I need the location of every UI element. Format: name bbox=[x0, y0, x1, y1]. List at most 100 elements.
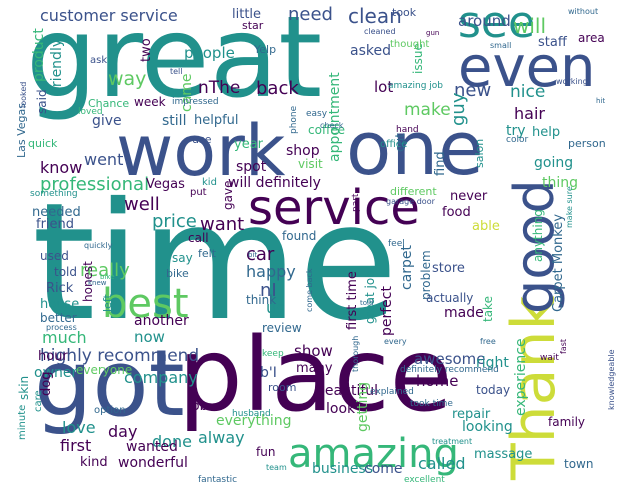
word-much: much bbox=[42, 328, 87, 347]
word-felt: felt bbox=[198, 247, 217, 260]
word-phone: phone bbox=[289, 105, 299, 134]
word-product: product bbox=[31, 28, 47, 82]
word-working: working bbox=[556, 77, 588, 86]
word-make-sure: make sure bbox=[565, 186, 574, 228]
word-small: small bbox=[490, 41, 512, 50]
word-now: now bbox=[134, 328, 165, 346]
word-loved: loved bbox=[78, 107, 103, 117]
word-happy: happy bbox=[246, 262, 296, 281]
word-treatment: treatment bbox=[432, 437, 473, 446]
word-look: look bbox=[326, 401, 356, 417]
word-chance: Chance bbox=[88, 97, 130, 110]
word-color: color bbox=[506, 135, 529, 145]
word-different: different bbox=[390, 185, 437, 198]
word-beautiful: beautiful bbox=[316, 383, 379, 399]
word-fast: fast bbox=[559, 338, 568, 354]
word-excellent: excellent bbox=[404, 475, 445, 485]
word-job: job bbox=[188, 399, 208, 414]
word-quickly: quickly bbox=[84, 241, 113, 250]
word-garage-door: garage door bbox=[386, 197, 435, 206]
word-skin: skin bbox=[17, 375, 31, 400]
word-take: take bbox=[481, 296, 495, 322]
word-little: little bbox=[232, 7, 262, 22]
word-professional: professional bbox=[40, 174, 150, 195]
word-thought: thought bbox=[390, 39, 430, 50]
word-service: service bbox=[248, 180, 420, 236]
word-still: still bbox=[162, 113, 187, 129]
word-called: called bbox=[418, 454, 466, 473]
word-awesome: awesome bbox=[414, 350, 486, 368]
word-hour: hour bbox=[38, 349, 68, 364]
word-wanted: wanted bbox=[126, 439, 178, 455]
word-told: told bbox=[360, 299, 374, 307]
word-one: one bbox=[346, 106, 484, 192]
word-getting: getting bbox=[355, 381, 371, 432]
word-kind: kind bbox=[80, 455, 108, 470]
word-nice: nice bbox=[510, 82, 546, 102]
word-process: process bbox=[46, 323, 77, 332]
word-every: every bbox=[384, 337, 407, 346]
word-put: put bbox=[190, 187, 207, 198]
word-work: work bbox=[116, 110, 286, 192]
word-highly-recommend: highly recommend bbox=[40, 346, 200, 366]
word-bit: bit bbox=[248, 251, 258, 259]
word-salon: salon bbox=[473, 138, 486, 168]
word-free: free bbox=[480, 337, 496, 346]
word-massage: massage bbox=[474, 447, 533, 462]
word-ni: nI bbox=[260, 280, 277, 301]
word-office: office bbox=[380, 139, 408, 150]
word-made: made bbox=[444, 305, 484, 321]
word-thorough: thorough bbox=[351, 335, 360, 372]
word-looked: looked bbox=[19, 81, 28, 108]
word-check: check bbox=[320, 121, 344, 130]
word-year: year bbox=[234, 137, 264, 152]
word-home: home bbox=[416, 372, 459, 390]
word-us: us bbox=[266, 298, 285, 317]
word-gun: gun bbox=[426, 29, 440, 37]
word-well: well bbox=[124, 194, 160, 215]
word-many: many bbox=[296, 361, 333, 376]
word-something: something bbox=[30, 189, 78, 199]
word-got: got bbox=[34, 330, 185, 437]
word-knowledgeable: knowledgeable bbox=[607, 349, 616, 411]
word-appointment: appointment bbox=[327, 72, 343, 162]
word-show: show bbox=[294, 342, 333, 360]
word-first: first bbox=[60, 436, 92, 455]
word-spot: spot bbox=[236, 159, 267, 175]
word-week: week bbox=[134, 95, 166, 109]
word-see: see bbox=[458, 0, 536, 48]
word-people: people bbox=[184, 44, 235, 62]
word-know: know bbox=[40, 158, 83, 177]
word-bike: bike bbox=[166, 267, 189, 280]
word-everything: everything bbox=[216, 413, 292, 429]
word-clean: clean bbox=[348, 4, 402, 28]
word-everyone: everyone bbox=[76, 363, 133, 377]
word-quick: quick bbox=[28, 137, 58, 150]
word-day: day bbox=[108, 422, 138, 441]
word-actually: actually bbox=[426, 291, 474, 305]
word-experience: experience bbox=[513, 338, 529, 416]
word-team: team bbox=[266, 463, 287, 472]
word-keep: keep bbox=[262, 349, 284, 359]
word-need: need bbox=[288, 4, 333, 25]
word-kid: kid bbox=[202, 177, 217, 188]
word-carpet: carpet bbox=[399, 244, 415, 290]
word-easy: easy bbox=[306, 109, 328, 119]
word-find: find bbox=[433, 151, 448, 176]
word-another: another bbox=[134, 313, 189, 329]
word-minute: minute bbox=[17, 404, 28, 440]
word-come-back: come back bbox=[305, 268, 314, 312]
word-give: give bbox=[92, 113, 122, 129]
word-area: area bbox=[578, 31, 605, 45]
word-thing: thing bbox=[542, 175, 579, 191]
word-best: best bbox=[102, 281, 189, 327]
word-first-time: first time bbox=[345, 271, 360, 330]
word-wait: wait bbox=[540, 353, 559, 363]
word-cleaned: cleaned bbox=[364, 27, 396, 36]
word-come: come bbox=[364, 461, 403, 477]
word-care: care bbox=[33, 390, 44, 412]
word-repair: repair bbox=[452, 407, 491, 422]
word-took: took bbox=[392, 6, 417, 19]
word-use: use bbox=[192, 133, 212, 146]
word-today: today bbox=[476, 383, 511, 397]
